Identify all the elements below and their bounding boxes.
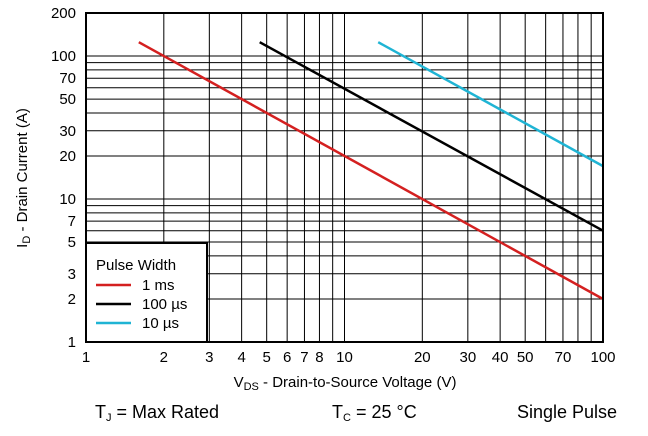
x-tick-label: 1 xyxy=(82,349,90,366)
y-tick-label: 20 xyxy=(59,148,76,165)
tick-labels: 1 2 3 4 5 6 7 8 10 20 30 40 50 70 10012357102030507010… xyxy=(51,5,616,366)
x-tick-label: 4 xyxy=(237,349,245,366)
series-line-1 xyxy=(259,41,604,232)
x-tick-label: 100 xyxy=(590,349,615,366)
legend-title: Pulse Width xyxy=(96,257,176,274)
x-tick-label: 5 xyxy=(263,349,271,366)
y-tick-label: 5 xyxy=(68,234,76,251)
y-tick-label: 10 xyxy=(59,191,76,208)
x-tick-label: 7 xyxy=(300,349,308,366)
x-tick-label: 8 xyxy=(315,349,323,366)
legend: Pulse Width 1 ms 100 µs 10 µs xyxy=(85,242,208,343)
x-tick-label: 40 xyxy=(492,349,509,366)
x-axis-title-rest: - Drain-to-Source Voltage (V) xyxy=(259,374,457,391)
chart: 1 2 3 4 5 6 7 8 10 20 30 40 50 70 10012357102030507010… xyxy=(14,5,616,393)
y-tick-label: 30 xyxy=(59,123,76,140)
x-tick-label: 50 xyxy=(517,349,534,366)
x-tick-label: 2 xyxy=(160,349,168,366)
series-line-2 xyxy=(377,41,604,168)
legend-box xyxy=(85,242,208,343)
legend-label-10us: 10 µs xyxy=(142,315,179,332)
y-tick-label: 7 xyxy=(68,213,76,230)
y-tick-label: 1 xyxy=(68,334,76,351)
footer-tc-sub: C xyxy=(343,412,351,424)
y-tick-label: 50 xyxy=(59,91,76,108)
series-lines xyxy=(138,41,604,301)
legend-label-1ms: 1 ms xyxy=(142,277,175,294)
y-axis-title: ID - Drain Current (A) xyxy=(14,108,33,248)
x-tick-label: 10 xyxy=(336,349,353,366)
plot-frame xyxy=(85,12,604,343)
y-tick-label: 200 xyxy=(51,5,76,22)
y-tick-label: 3 xyxy=(68,266,76,283)
footer-tj: TJ = Max Rated xyxy=(95,402,219,424)
footer-tc: TC = 25 °C xyxy=(332,402,417,424)
y-axis-title-rest: - Drain Current (A) xyxy=(14,108,31,236)
y-axis-title-sub: D xyxy=(21,236,33,244)
footer-tc-rest: = 25 °C xyxy=(350,402,417,422)
footer-tj-main: T xyxy=(95,402,106,422)
series-line-0 xyxy=(138,41,604,301)
footer-tj-rest: = Max Rated xyxy=(111,402,220,422)
x-axis-title: VDS - Drain-to-Source Voltage (V) xyxy=(234,374,457,393)
y-tick-label: 2 xyxy=(68,291,76,308)
footer-pulse: Single Pulse xyxy=(517,402,618,422)
footer-tc-main: T xyxy=(332,402,343,422)
footer-tj-sub: J xyxy=(106,412,112,424)
y-tick-label: 100 xyxy=(51,48,76,65)
x-tick-label: 70 xyxy=(555,349,572,366)
x-tick-label: 20 xyxy=(414,349,431,366)
x-tick-label: 6 xyxy=(283,349,291,366)
x-tick-label: 3 xyxy=(205,349,213,366)
x-axis-title-main: V xyxy=(234,374,244,391)
x-axis-title-sub: DS xyxy=(244,381,259,393)
x-tick-label: 30 xyxy=(459,349,476,366)
y-tick-label: 70 xyxy=(59,70,76,87)
y-axis-title-main: I xyxy=(14,244,31,248)
legend-label-100us: 100 µs xyxy=(142,296,187,313)
